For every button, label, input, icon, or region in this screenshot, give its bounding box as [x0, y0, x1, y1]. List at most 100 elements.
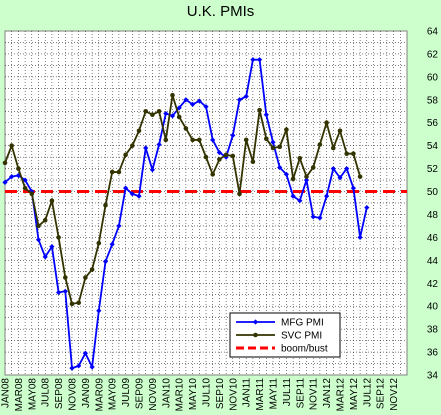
- series-layer: [2, 57, 370, 371]
- mfg-pmi-point: [116, 223, 122, 229]
- y-tick-label: 62: [427, 49, 439, 60]
- mfg-pmi-point: [183, 97, 189, 103]
- x-tick-label: JUL12: [362, 378, 373, 407]
- mfg-pmi-point: [216, 149, 222, 156]
- svc-pmi-point: [183, 126, 189, 131]
- x-tick-label: MAR08: [14, 378, 25, 412]
- x-tick-label: NOV11: [309, 378, 320, 410]
- svc-pmi-point: [16, 166, 21, 171]
- mfg-pmi-point: [344, 166, 350, 172]
- svc-pmi-point: [123, 152, 128, 158]
- svc-pmi-point: [197, 137, 202, 143]
- x-tick-label: MAY08: [27, 378, 38, 410]
- mfg-pmi-point: [203, 104, 209, 110]
- x-tick-label: MAR09: [94, 378, 105, 412]
- mfg-pmi-point: [9, 174, 15, 180]
- svc-pmi-point: [130, 143, 135, 148]
- mfg-pmi-point: [109, 241, 115, 247]
- y-tick-label: 50: [427, 187, 439, 198]
- x-tick-label: JUL08: [41, 378, 52, 407]
- mfg-pmi-point: [190, 101, 196, 107]
- mfg-pmi-point: [230, 132, 236, 138]
- y-tick-label: 64: [427, 27, 439, 38]
- legend-label-svc-pmi: SVC PMI: [281, 331, 322, 342]
- svc-pmi-point: [69, 301, 75, 307]
- mfg-pmi-point: [290, 193, 296, 199]
- x-tick-label: MAY10: [188, 378, 199, 410]
- x-tick-label: NOV10: [228, 378, 239, 411]
- mfg-pmi-point: [257, 57, 263, 63]
- x-tick-label: JAN10: [161, 378, 172, 408]
- y-tick-label: 40: [427, 302, 439, 313]
- mfg-pmi-point: [176, 105, 182, 111]
- legend-marker-mfg-pmi: [252, 319, 259, 325]
- mfg-pmi-point: [310, 214, 316, 220]
- x-tick-label: SEP12: [376, 378, 387, 410]
- svc-pmi-point: [83, 275, 88, 280]
- svc-pmi-point: [170, 92, 175, 98]
- svc-pmi-point: [230, 153, 236, 159]
- mfg-pmi-point: [143, 145, 149, 151]
- svc-pmi-point: [42, 217, 48, 223]
- legend-label-boom-bust: boom/bust: [281, 344, 328, 355]
- mfg-pmi-point: [270, 139, 276, 145]
- mfg-pmi-point: [297, 198, 303, 204]
- mfg-pmi-point: [350, 185, 356, 191]
- legend-box: [229, 312, 341, 358]
- x-tick-label: SEP10: [215, 378, 226, 410]
- grid-layer: [5, 31, 407, 375]
- x-tick-label: JAN11: [242, 378, 253, 408]
- mfg-pmi-point: [250, 57, 256, 63]
- mfg-pmi-point: [123, 185, 129, 191]
- y-axis-ticks: 34 36 38 40 42 44 46 48 50 52 54 56 58 60 62 64: [427, 27, 439, 382]
- x-tick-label: JAN12: [322, 378, 333, 408]
- svc-pmi-point: [136, 128, 142, 134]
- svc-pmi-point: [56, 235, 61, 240]
- x-tick-label: NOV12: [389, 378, 400, 411]
- svc-pmi-point: [9, 143, 14, 148]
- x-tick-label: SEP11: [295, 378, 306, 409]
- x-tick-label: MAY09: [108, 378, 119, 410]
- svc-pmi-point: [36, 223, 41, 229]
- mfg-pmi-point: [210, 137, 216, 143]
- y-tick-label: 56: [427, 118, 439, 129]
- svc-pmi-point: [2, 160, 8, 166]
- svc-pmi-point: [297, 155, 303, 161]
- svc-pmi-point: [331, 145, 336, 151]
- svc-pmi-point: [156, 108, 162, 114]
- mfg-pmi-point: [2, 179, 8, 185]
- svc-pmi-point: [250, 159, 256, 165]
- y-tick-label: 54: [427, 141, 439, 152]
- mfg-pmi-point: [196, 98, 202, 104]
- svc-pmi-point: [243, 137, 249, 143]
- svc-pmi-point: [304, 174, 309, 179]
- svc-pmi-point: [317, 142, 323, 147]
- x-tick-label: SEP09: [135, 378, 146, 410]
- mfg-pmi-point: [317, 215, 323, 221]
- y-tick-label: 58: [427, 95, 439, 106]
- svc-pmi-point: [96, 240, 102, 246]
- svc-pmi-point: [264, 136, 269, 142]
- y-tick-label: 48: [427, 210, 439, 221]
- mfg-pmi-point: [283, 171, 289, 177]
- svc-pmi-point: [29, 191, 35, 197]
- svc-pmi-point: [270, 145, 276, 151]
- svc-pmi-point: [103, 202, 108, 208]
- y-tick-label: 34: [427, 371, 439, 382]
- legend-marker-svc-pmi: [253, 332, 258, 338]
- svc-pmi-point: [223, 152, 229, 158]
- mfg-pmi-point: [42, 254, 48, 260]
- x-tick-label: JUL09: [121, 378, 132, 407]
- svc-pmi-point: [284, 127, 289, 132]
- mfg-pmi-point: [49, 243, 55, 250]
- x-tick-label: JAN09: [81, 378, 92, 408]
- mfg-pmi-point: [303, 177, 310, 183]
- x-tick-label: JAN08: [1, 378, 12, 408]
- mfg-pmi-point: [56, 289, 62, 296]
- svc-pmi-point: [337, 128, 343, 134]
- y-tick-label: 38: [427, 325, 439, 336]
- svc-pmi-point: [310, 165, 316, 170]
- x-tick-label: MAY12: [349, 378, 360, 410]
- mfg-pmi-point: [277, 164, 283, 171]
